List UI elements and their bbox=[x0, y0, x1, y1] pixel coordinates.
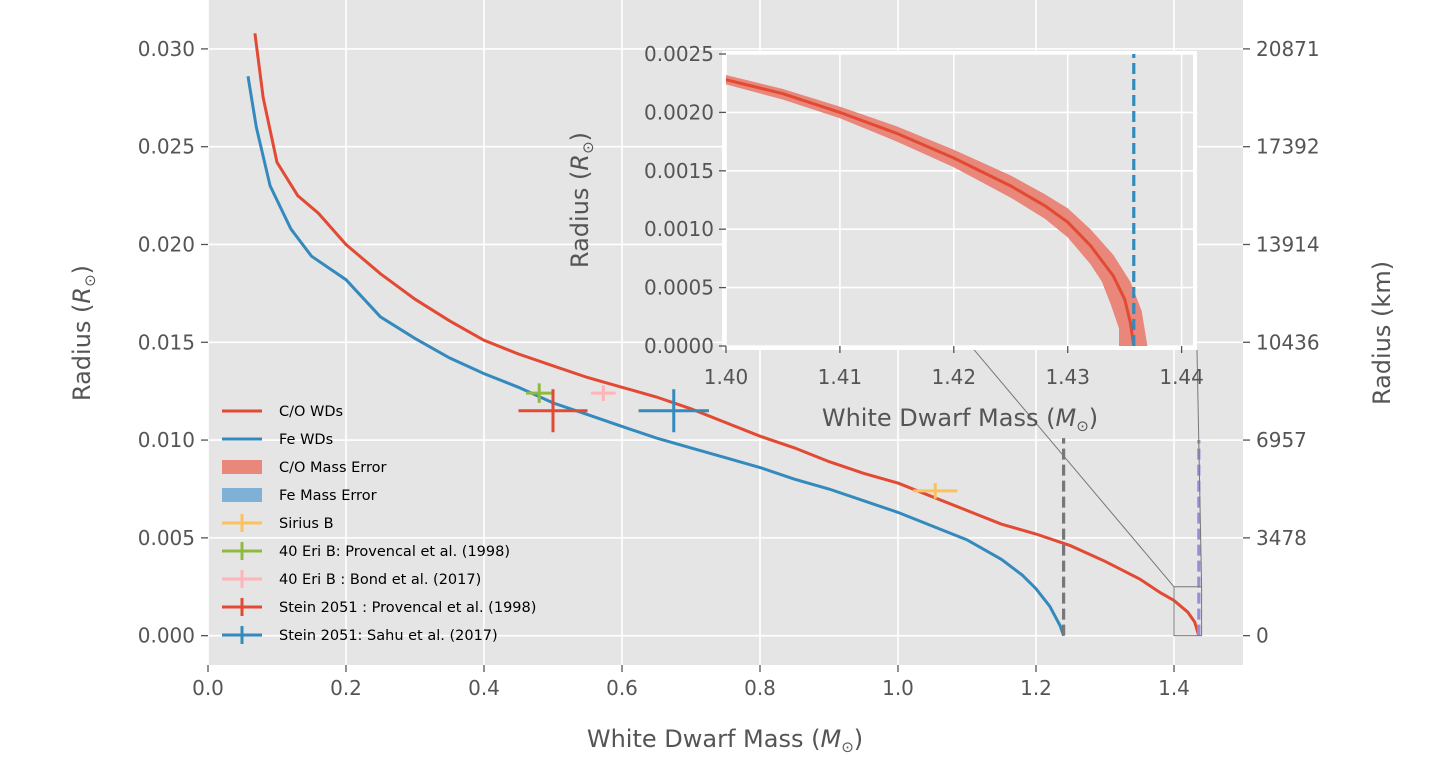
series-line-fe-wds bbox=[246, 76, 1066, 637]
y-tick-label-1: 0.005 bbox=[138, 526, 195, 550]
legend-item-fe-mass-error: Fe Mass Error bbox=[222, 488, 377, 504]
y2-tick-label-6: 20871 bbox=[1256, 37, 1320, 61]
y2-tick-label-1: 3478 bbox=[1256, 526, 1307, 550]
y-tick-label-6: 0.030 bbox=[138, 37, 195, 61]
inset-series-line-c-o-wds bbox=[726, 78, 1136, 346]
legend-label: Sirius B bbox=[279, 516, 334, 532]
x-tick-label-2: 0.4 bbox=[468, 676, 500, 700]
main-y-ticks: 0.000 0.005 0.010 0.015 0.020 0.025 0.030 bbox=[138, 37, 208, 648]
legend-label: Fe WDs bbox=[279, 432, 333, 448]
legend-item-fe-wds: Fe WDs bbox=[222, 432, 333, 448]
main-y-axis-label: Radius (R⊙) bbox=[68, 265, 99, 401]
inset-x-ticks: 1.40 1.41 1.42 1.43 1.44 bbox=[704, 346, 1204, 389]
inset-y-tick-label-4: 0.0020 bbox=[644, 100, 714, 124]
y-tick-label-5: 0.025 bbox=[138, 135, 195, 159]
main-reference-lines bbox=[1061, 438, 1201, 636]
legend-item-sirius-b: Sirius B bbox=[222, 514, 334, 532]
legend-label: Stein 2051 : Provencal et al. (1998) bbox=[279, 600, 536, 616]
inset-y-tick-label-1: 0.0005 bbox=[644, 276, 714, 300]
inset-y-ticks: 0.0000 0.0005 0.0010 0.0015 0.0020 0.0025 bbox=[644, 42, 726, 358]
x-tick-label-6: 1.2 bbox=[1020, 676, 1052, 700]
x-tick-label-7: 1.4 bbox=[1158, 676, 1190, 700]
legend-item-stein-2051-provencal-et-al-1998: Stein 2051 : Provencal et al. (1998) bbox=[222, 598, 536, 616]
inset-series bbox=[726, 78, 1136, 346]
error-point-40-eri-b-provencal-et-al-1998 bbox=[526, 383, 553, 403]
legend-patch-swatch bbox=[222, 488, 262, 502]
legend-item-c-o-mass-error: C/O Mass Error bbox=[222, 460, 387, 476]
inset-x-tick-label-1: 1.41 bbox=[818, 365, 863, 389]
legend-item-stein-2051-sahu-et-al-2017: Stein 2051: Sahu et al. (2017) bbox=[222, 626, 498, 644]
y-tick-label-3: 0.015 bbox=[138, 330, 195, 354]
y-tick-label-0: 0.000 bbox=[138, 624, 195, 648]
y-tick-label-2: 0.010 bbox=[138, 428, 195, 452]
legend-label: C/O WDs bbox=[279, 404, 343, 420]
inset-y-tick-label-5: 0.0025 bbox=[644, 42, 714, 66]
y2-tick-label-3: 10436 bbox=[1256, 330, 1320, 354]
main-error-points bbox=[518, 383, 958, 499]
legend-label: 40 Eri B : Bond et al. (2017) bbox=[279, 572, 481, 588]
inset-x-tick-label-0: 1.40 bbox=[704, 365, 749, 389]
inset-y-tick-label-3: 0.0015 bbox=[644, 159, 714, 183]
y2-tick-label-2: 6957 bbox=[1256, 428, 1307, 452]
error-point-stein-2051-provencal-et-al-1998 bbox=[518, 389, 588, 433]
x-tick-label-5: 1.0 bbox=[882, 676, 914, 700]
error-point-sirius-b bbox=[913, 483, 958, 499]
legend-item-c-o-wds: C/O WDs bbox=[222, 404, 343, 420]
inset-y-axis-label: Radius (R⊙) bbox=[566, 132, 597, 268]
main-x-ticks: 0.0 0.2 0.4 0.6 0.8 1.0 1.2 1.4 bbox=[192, 665, 1190, 700]
x-tick-label-0: 0.0 bbox=[192, 676, 224, 700]
legend-label: Stein 2051: Sahu et al. (2017) bbox=[279, 628, 498, 644]
legend-label: Fe Mass Error bbox=[279, 488, 377, 504]
x-tick-label-3: 0.6 bbox=[606, 676, 638, 700]
inset-x-tick-label-2: 1.42 bbox=[932, 365, 977, 389]
inset-error-band bbox=[726, 75, 1148, 346]
y2-tick-label-0: 0 bbox=[1256, 624, 1269, 648]
main-y2-axis-label: Radius (km) bbox=[1368, 261, 1396, 405]
x-tick-label-4: 0.8 bbox=[744, 676, 776, 700]
legend-label: 40 Eri B: Provencal et al. (1998) bbox=[279, 544, 510, 560]
inset-y-tick-label-2: 0.0010 bbox=[644, 217, 714, 241]
legend-label: C/O Mass Error bbox=[279, 460, 387, 476]
legend-item-40-eri-b-bond-et-al-2017: 40 Eri B : Bond et al. (2017) bbox=[222, 570, 481, 588]
main-x-axis-label: White Dwarf Mass (M⊙) bbox=[587, 725, 863, 756]
error-point-stein-2051-sahu-et-al-2017 bbox=[638, 389, 709, 433]
y-tick-label-4: 0.020 bbox=[138, 232, 195, 256]
legend-item-40-eri-b-provencal-et-al-1998: 40 Eri B: Provencal et al. (1998) bbox=[222, 542, 510, 560]
y2-tick-label-4: 13914 bbox=[1256, 232, 1320, 256]
zoom-box bbox=[1173, 586, 1203, 637]
series-line-c-o-wds bbox=[253, 33, 1201, 637]
connector-line-right bbox=[1196, 349, 1203, 587]
inset-x-tick-label-3: 1.43 bbox=[1045, 365, 1090, 389]
y2-tick-label-5: 17392 bbox=[1256, 135, 1320, 159]
legend-patch-swatch bbox=[222, 460, 262, 474]
x-tick-label-1: 0.2 bbox=[330, 676, 362, 700]
inset-y-tick-label-0: 0.0000 bbox=[644, 334, 714, 358]
error-point-40-eri-b-bond-et-al-2017 bbox=[590, 385, 616, 401]
inset-x-tick-label-4: 1.44 bbox=[1159, 365, 1204, 389]
main-series bbox=[246, 33, 1201, 637]
main-y2-ticks: 0 3478 6957 10436 13914 17392 20871 bbox=[1243, 37, 1320, 648]
inset-chart: 1.40 1.41 1.42 1.43 1.44 0.00000.00050.00100… bbox=[566, 42, 1204, 435]
inset-x-axis-label: White Dwarf Mass (M⊙) bbox=[822, 404, 1098, 435]
legend: C/O WDs Fe WDs C/O Mass Error Fe Mass Error… bbox=[222, 404, 536, 644]
